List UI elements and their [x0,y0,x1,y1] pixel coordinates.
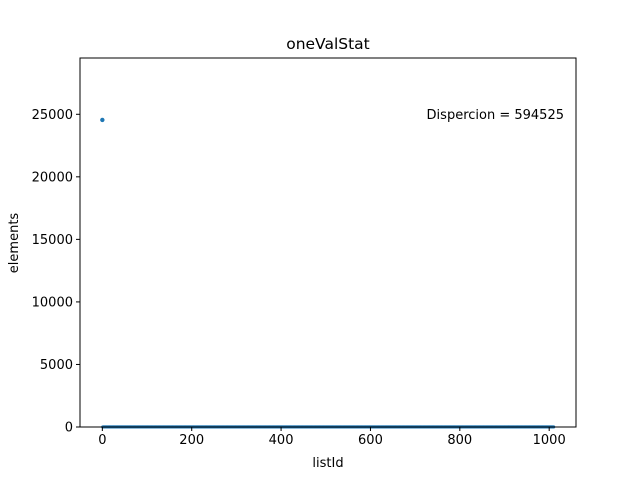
y-axis-ticks: 0 5000 10000 15000 20000 25000 [32,108,80,436]
x-tick-label: 0 [98,433,106,448]
x-tick-label: 1000 [533,433,566,448]
chart-title: oneValStat [286,35,370,53]
y-tick-label: 15000 [32,233,73,248]
y-tick-label: 0 [65,421,73,436]
x-tick-label: 600 [358,433,383,448]
y-axis-label: elements [7,213,22,274]
x-tick-label: 800 [447,433,472,448]
plot-frame [79,57,577,428]
data-point [100,117,105,123]
y-tick-label: 10000 [32,295,73,310]
x-tick-label: 400 [269,433,294,448]
x-axis-label: listId [312,456,343,471]
x-tick-label: 200 [179,433,204,448]
y-tick-label: 25000 [32,108,73,123]
y-tick-label: 5000 [40,358,73,373]
y-tick-label: 20000 [32,170,73,185]
x-axis-ticks: 0 200 400 600 800 1000 [98,427,566,448]
dispersion-annotation: Dispercion = 594525 [427,108,564,123]
